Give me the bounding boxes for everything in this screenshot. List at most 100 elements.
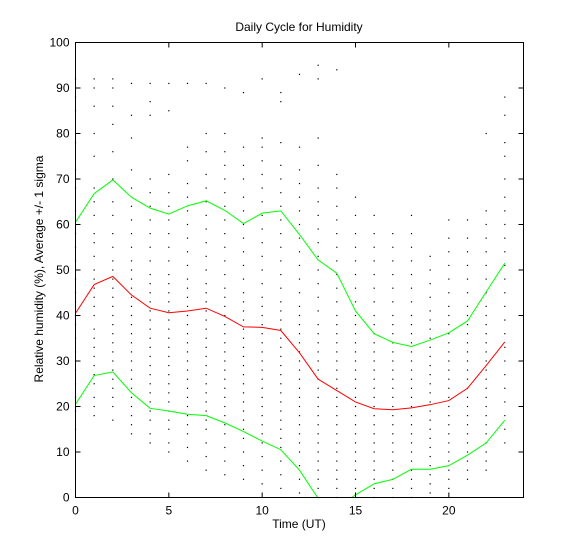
observation-point <box>354 301 357 303</box>
observation-point <box>168 401 170 403</box>
observation-point <box>186 446 189 449</box>
y-axis-label: Relative humidity (%), Average +/- 1 sig… <box>32 155 46 382</box>
observation-point <box>168 283 170 285</box>
observation-point <box>466 378 469 380</box>
observation-point <box>504 346 506 348</box>
observation-point <box>317 201 319 203</box>
observation-point <box>186 424 189 426</box>
observation-point <box>466 351 469 353</box>
observation-point <box>186 237 189 239</box>
observation-point <box>93 337 95 339</box>
observation-point <box>317 310 319 312</box>
observation-point <box>354 342 357 344</box>
observation-point <box>186 264 189 267</box>
y-tick-label: 50 <box>56 263 70 277</box>
observation-point <box>354 487 357 489</box>
observation-point <box>280 474 282 476</box>
observation-point <box>336 333 338 335</box>
observation-point <box>149 401 151 403</box>
observation-point <box>448 378 450 380</box>
observation-point <box>410 442 413 444</box>
observation-point <box>466 396 469 398</box>
observation-point <box>373 324 375 326</box>
observation-point <box>168 110 170 112</box>
observation-point <box>317 405 319 408</box>
observation-point <box>336 324 338 326</box>
observation-point <box>410 396 413 398</box>
observation-point <box>298 415 301 417</box>
observation-point <box>93 233 95 235</box>
observation-point <box>149 419 151 421</box>
observation-point <box>298 351 301 353</box>
observation-point <box>149 114 151 116</box>
observation-point <box>261 360 263 362</box>
observation-point <box>242 164 245 166</box>
observation-point <box>448 333 450 335</box>
observation-point <box>317 433 319 435</box>
observation-point <box>149 319 151 321</box>
observation-point <box>186 146 189 148</box>
observation-point <box>317 255 319 257</box>
observation-point <box>485 460 487 462</box>
observation-point <box>130 114 133 116</box>
observation-point <box>504 319 506 321</box>
observation-point <box>112 405 114 408</box>
y-tick-label: 70 <box>56 172 70 186</box>
observation-point <box>504 360 506 362</box>
observation-point <box>336 260 338 262</box>
observation-point <box>130 387 133 389</box>
observation-point <box>280 401 282 403</box>
observation-point <box>504 428 506 430</box>
observation-point <box>112 260 114 262</box>
observation-point <box>336 287 338 289</box>
observation-point <box>466 237 469 239</box>
observation-point <box>130 187 133 189</box>
observation-point <box>485 223 487 226</box>
observation-point <box>429 392 431 394</box>
observation-point <box>224 314 226 317</box>
observation-point <box>261 405 263 408</box>
observation-point <box>280 410 282 412</box>
observation-point <box>261 201 263 203</box>
observation-point <box>392 451 394 453</box>
observation-point <box>448 237 450 239</box>
observation-point <box>373 405 375 408</box>
observation-point <box>373 424 375 426</box>
observation-point <box>168 173 170 176</box>
observation-point <box>112 246 114 248</box>
observation-point <box>205 151 207 153</box>
observation-point <box>317 296 319 298</box>
observation-point <box>448 387 450 389</box>
observation-point <box>485 278 487 280</box>
observation-point <box>280 310 282 312</box>
observation-point <box>186 333 189 335</box>
observation-point <box>224 178 226 180</box>
axes: 0 5 10 15 20 0 10 20 30 40 50 60 70 80 90 100 <box>49 36 524 518</box>
observation-point <box>485 387 487 389</box>
observation-point <box>336 273 338 276</box>
observation-point <box>168 301 170 303</box>
observation-point <box>392 469 394 471</box>
observation-point <box>186 342 189 344</box>
observation-point <box>336 387 338 389</box>
observation-point <box>93 214 95 216</box>
observation-point <box>373 246 375 248</box>
observation-point <box>93 314 95 317</box>
observation-point <box>429 455 431 458</box>
observation-point <box>354 360 357 362</box>
observation-point <box>224 287 226 289</box>
observation-point <box>205 337 207 339</box>
observation-point <box>336 424 338 426</box>
observation-point <box>242 264 245 267</box>
observation-point <box>242 419 245 421</box>
observation-point <box>280 101 282 103</box>
observation-point <box>298 223 301 226</box>
observation-point <box>392 333 394 335</box>
observation-point <box>373 460 375 462</box>
observation-point <box>466 333 469 335</box>
observation-point <box>410 460 413 462</box>
observation-point <box>186 360 189 362</box>
observation-point <box>149 364 151 367</box>
observation-point <box>112 178 114 180</box>
observation-point <box>280 374 282 376</box>
